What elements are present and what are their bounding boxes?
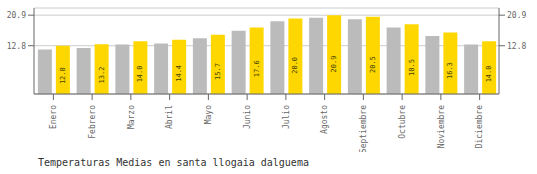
svg-text:Mayo: Mayo	[204, 105, 213, 124]
svg-text:18.5: 18.5	[408, 59, 416, 76]
svg-text:Febrero: Febrero	[88, 105, 97, 139]
svg-text:Octubre: Octubre	[398, 105, 407, 139]
svg-text:Marzo: Marzo	[127, 105, 136, 129]
svg-text:20.0: 20.0	[291, 57, 299, 74]
svg-text:Julio: Julio	[282, 105, 291, 129]
svg-text:16.3: 16.3	[446, 62, 454, 79]
svg-text:12.8: 12.8	[8, 42, 26, 51]
svg-text:17.6: 17.6	[253, 60, 261, 77]
svg-text:14.0: 14.0	[136, 66, 144, 83]
svg-text:14.4: 14.4	[175, 65, 183, 82]
svg-text:Abril: Abril	[165, 105, 174, 129]
svg-text:20.9: 20.9	[8, 11, 26, 20]
svg-text:12.8: 12.8	[59, 67, 67, 84]
svg-text:Noviembre: Noviembre	[437, 105, 446, 149]
svg-text:Enero: Enero	[49, 105, 58, 129]
svg-text:20.9: 20.9	[330, 56, 338, 73]
svg-text:Septiembre: Septiembre	[359, 105, 368, 152]
svg-text:Junio: Junio	[243, 105, 252, 129]
svg-text:14.0: 14.0	[485, 66, 493, 83]
svg-text:12.8: 12.8	[507, 42, 526, 51]
html-text:Temperaturas Medias en santa l: Temperaturas Medias en santa llogaia dal…	[38, 157, 309, 168]
svg-text:15.7: 15.7	[214, 63, 222, 80]
svg-text:20.9: 20.9	[507, 11, 526, 20]
svg-text:13.2: 13.2	[98, 67, 106, 84]
svg-text:Diciembre: Diciembre	[475, 105, 484, 149]
svg-text:20.5: 20.5	[369, 56, 377, 73]
svg-text:Agosto: Agosto	[320, 105, 329, 134]
